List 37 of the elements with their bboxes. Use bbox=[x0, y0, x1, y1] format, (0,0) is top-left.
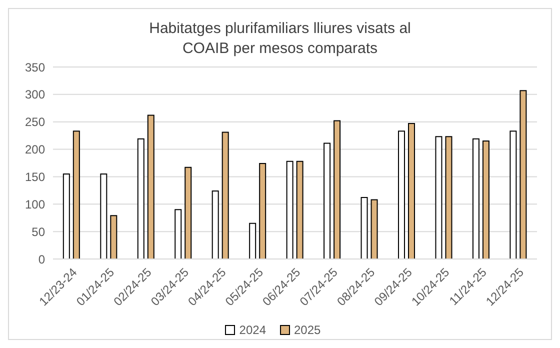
bar bbox=[334, 120, 341, 259]
chart-title: Habitatges plurifamiliars lliures visats al COAIB per mesos comparats bbox=[148, 19, 412, 59]
bar bbox=[222, 132, 229, 259]
bar bbox=[520, 90, 527, 259]
bar bbox=[296, 160, 304, 259]
y-tick-label: 0 bbox=[38, 252, 46, 266]
bar bbox=[147, 114, 154, 259]
bar bbox=[110, 215, 118, 259]
bar bbox=[435, 136, 442, 259]
legend-label: 2025 bbox=[293, 323, 321, 337]
bar bbox=[408, 123, 415, 259]
bar bbox=[286, 160, 294, 259]
bar bbox=[510, 130, 517, 259]
y-tick-label: 250 bbox=[24, 115, 46, 130]
y-tick-label: 350 bbox=[24, 60, 46, 74]
bar bbox=[62, 173, 70, 259]
bar bbox=[212, 190, 219, 259]
y-tick-label: 50 bbox=[32, 224, 46, 239]
bar bbox=[482, 140, 490, 259]
bar bbox=[360, 197, 368, 259]
y-tick-label: 150 bbox=[24, 170, 46, 184]
legend-label: 2024 bbox=[238, 323, 266, 337]
y-tick-label: 100 bbox=[24, 197, 46, 212]
bar bbox=[174, 209, 182, 259]
bar bbox=[259, 163, 266, 259]
bar bbox=[100, 173, 108, 259]
bar bbox=[249, 222, 256, 259]
bar bbox=[72, 130, 80, 259]
y-tick-label: 300 bbox=[24, 88, 46, 102]
y-tick-label: 200 bbox=[24, 142, 46, 157]
bar bbox=[445, 136, 452, 259]
bar bbox=[324, 142, 331, 259]
bar bbox=[184, 166, 192, 259]
bar bbox=[472, 138, 480, 259]
bar bbox=[137, 138, 144, 259]
bar bbox=[398, 130, 405, 259]
bar bbox=[370, 199, 378, 259]
